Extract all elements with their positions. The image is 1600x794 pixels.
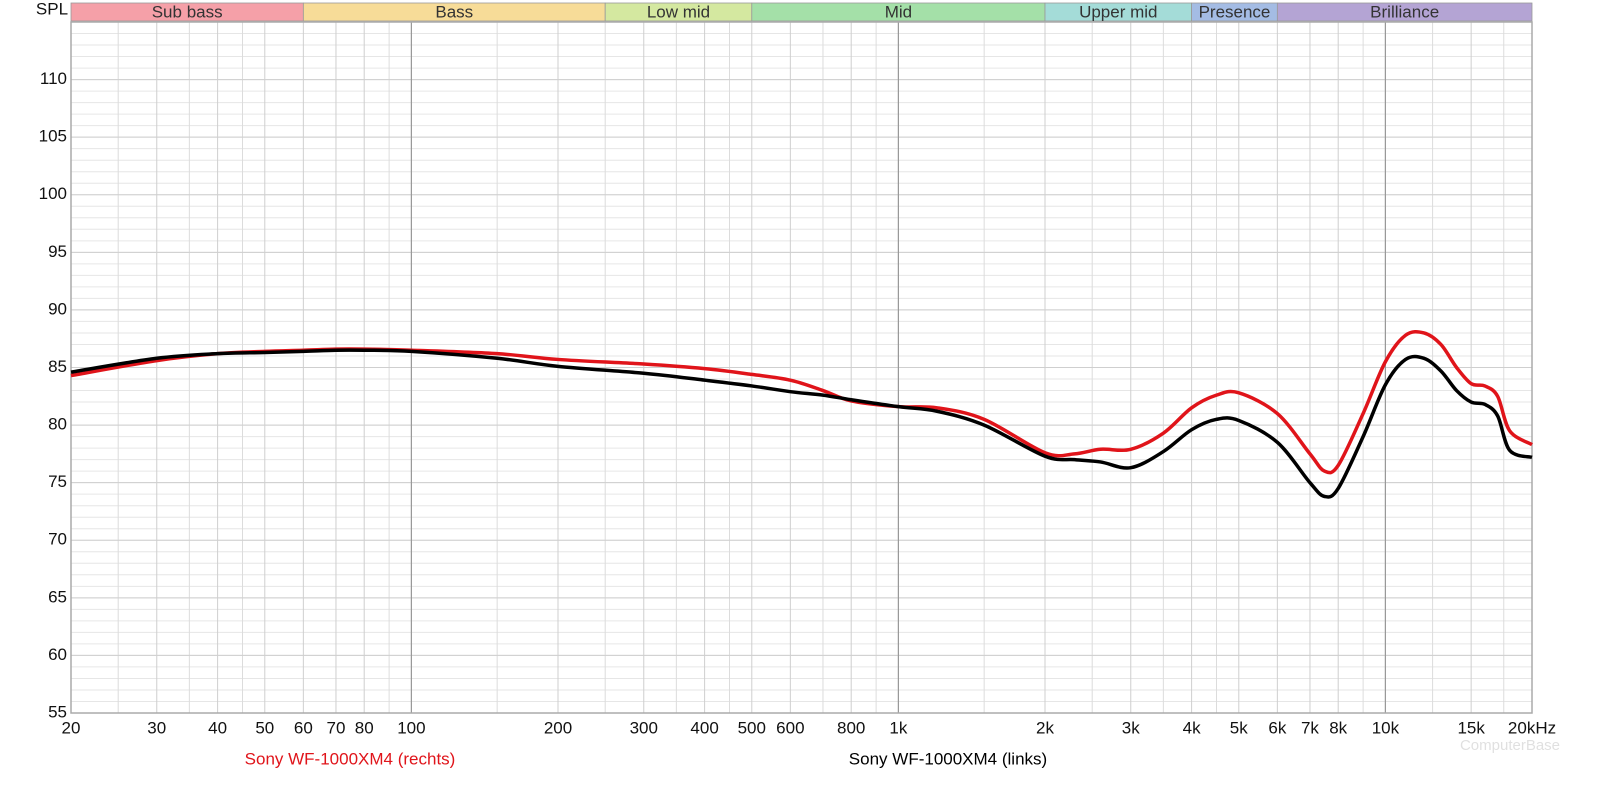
x-tick-label: 1k [889, 718, 907, 737]
y-tick-label: 90 [48, 299, 67, 318]
x-tick-label: 8k [1329, 718, 1347, 737]
band-label: Mid [885, 2, 912, 21]
x-tick-label: 70 [327, 718, 346, 737]
y-tick-label: 55 [48, 702, 67, 721]
y-tick-label: 85 [48, 357, 67, 376]
band-label: Bass [435, 2, 473, 21]
x-tick-label: 3k [1122, 718, 1140, 737]
y-tick-label: 60 [48, 645, 67, 664]
band-label: Low mid [647, 2, 710, 21]
x-tick-label: 6k [1268, 718, 1286, 737]
y-tick-label: 95 [48, 242, 67, 261]
x-tick-label: 40 [208, 718, 227, 737]
x-tick-label: 20kHz [1508, 718, 1556, 737]
y-tick-label: 110 [40, 69, 67, 88]
legend-entry: Sony WF-1000XM4 (links) [849, 749, 1047, 768]
y-tick-label: 70 [48, 530, 67, 549]
band-label: Brilliance [1370, 2, 1439, 21]
series-line [70, 348, 1533, 499]
y-tick-label: 105 [39, 127, 67, 146]
band-label: Upper mid [1079, 2, 1157, 21]
x-tick-label: 100 [397, 718, 425, 737]
x-tick-label: 60 [294, 718, 313, 737]
band [1276, 2, 1533, 22]
y-axis-label: SPL [36, 0, 68, 18]
y-tick-label: 80 [48, 415, 67, 434]
x-tick-label: 300 [630, 718, 658, 737]
band-label: Sub bass [152, 2, 223, 21]
x-tick-label: 400 [690, 718, 718, 737]
band-label: Presence [1199, 2, 1271, 21]
x-tick-label: 7k [1301, 718, 1319, 737]
x-tick-label: 600 [776, 718, 804, 737]
plot-border [70, 21, 1533, 714]
x-tick-label: 15k [1457, 718, 1485, 737]
x-tick-label: 500 [738, 718, 766, 737]
y-tick-label: 75 [48, 472, 67, 491]
x-tick-label: 50 [255, 718, 274, 737]
x-tick-label: 200 [544, 718, 572, 737]
legend-entry: Sony WF-1000XM4 (rechts) [245, 749, 456, 768]
x-tick-label: 2k [1036, 718, 1054, 737]
watermark: ComputerBase [1460, 737, 1560, 754]
y-tick-label: 65 [48, 587, 67, 606]
x-tick-label: 800 [837, 718, 865, 737]
x-tick-label: 20 [62, 718, 81, 737]
x-tick-label: 80 [355, 718, 374, 737]
y-tick-label: 100 [39, 184, 67, 203]
x-tick-label: 4k [1183, 718, 1201, 737]
x-tick-label: 10k [1372, 718, 1400, 737]
x-tick-label: 30 [147, 718, 166, 737]
x-tick-label: 5k [1230, 718, 1248, 737]
